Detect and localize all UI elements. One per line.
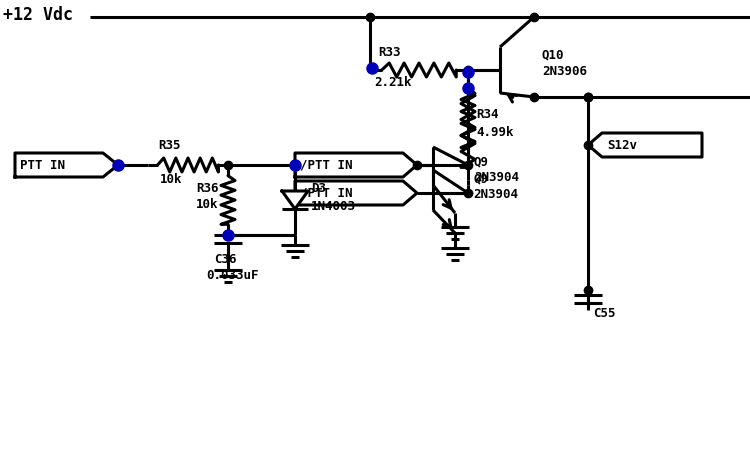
Text: R34: R34 — [476, 108, 499, 121]
Text: +12 Vdc: +12 Vdc — [3, 6, 73, 24]
Text: S12v: S12v — [607, 139, 637, 152]
Text: 10k: 10k — [160, 173, 182, 186]
Text: 2N3904: 2N3904 — [473, 188, 518, 201]
Text: 1N4003: 1N4003 — [311, 200, 356, 213]
Text: Q9: Q9 — [474, 155, 489, 168]
Text: /PTT IN: /PTT IN — [300, 159, 352, 172]
Text: R36: R36 — [196, 182, 218, 195]
Text: /PTT IN: /PTT IN — [300, 186, 352, 199]
Text: R35: R35 — [158, 139, 181, 152]
Text: 2.21k: 2.21k — [374, 76, 412, 89]
Text: D3: D3 — [311, 182, 326, 195]
Text: 0.033uF: 0.033uF — [206, 269, 259, 282]
Text: R33: R33 — [378, 46, 400, 59]
Text: C55: C55 — [593, 307, 616, 320]
Text: 2N3906: 2N3906 — [542, 65, 587, 78]
Text: C36: C36 — [214, 253, 236, 266]
Text: Q9: Q9 — [473, 172, 488, 185]
Text: 10k: 10k — [196, 198, 218, 211]
Text: PTT IN: PTT IN — [20, 159, 65, 172]
Text: 4.99k: 4.99k — [476, 126, 514, 139]
Text: 2N3904: 2N3904 — [474, 171, 519, 184]
Text: Q10: Q10 — [542, 48, 565, 61]
Polygon shape — [282, 191, 308, 209]
